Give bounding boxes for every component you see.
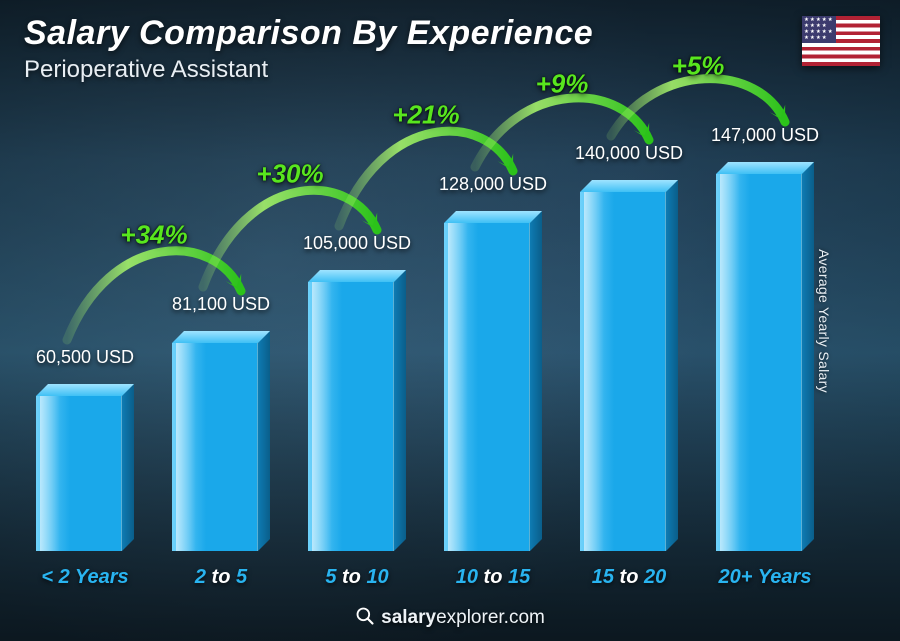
bar-value-label: 128,000 USD [439,174,547,195]
percent-increase-badge: +5% [672,51,725,82]
footer-attribution: salaryexplorer.com [0,606,900,629]
bar-chart: 60,500 USD< 2 Years81,100 USD2 to 5105,0… [30,100,850,551]
category-post: 20 [644,566,666,588]
bar-value-label: 147,000 USD [711,125,819,146]
category-pre: 2 [195,566,206,588]
category-pre: < 2 [41,566,69,588]
infographic-stage: Salary Comparison By Experience Perioper… [0,0,900,641]
bar-front [36,396,122,551]
bar-front [580,192,666,551]
chart-subtitle: Perioperative Assistant [24,56,268,84]
bar-side [394,270,406,551]
category-pre: 5 [325,566,336,588]
category-mid: to [336,566,366,588]
percent-increase-badge: +21% [392,100,459,131]
bar [36,396,134,551]
bar-side [802,162,814,551]
category-mid: to [478,566,508,588]
percent-increase-badge: +9% [536,69,589,100]
bar-top [716,162,814,174]
bar-side [258,331,270,551]
flag-canton [802,16,836,43]
category-label: 2 to 5 [195,566,247,589]
bar-value-label: 140,000 USD [575,143,683,164]
bar-top [308,270,406,282]
category-post: Years [70,566,129,588]
category-pre: 20+ [719,566,753,588]
bar-value-label: 81,100 USD [172,294,270,315]
category-label: 20+ Years [719,566,812,589]
magnifier-icon [355,606,375,626]
bar-top [444,211,542,223]
category-mid: to [614,566,644,588]
bar-side [122,384,134,551]
bar [444,223,542,551]
category-pre: 15 [592,566,614,588]
category-post: 15 [508,566,530,588]
bar-front [308,282,394,551]
bar-top [36,384,134,396]
footer-brand-rest: explorer.com [436,607,545,628]
country-flag-us [802,16,880,66]
category-post: Years [752,566,811,588]
percent-increase-badge: +34% [120,220,187,251]
footer-brand-bold: salary [381,607,436,628]
bar-value-label: 60,500 USD [36,347,134,368]
bar [172,343,270,551]
bar [308,282,406,551]
percent-increase-badge: +30% [256,159,323,190]
bar-side [666,180,678,551]
bar [716,174,814,551]
category-label: 5 to 10 [325,566,388,589]
bar-top [172,331,270,343]
bar-side [530,211,542,551]
category-label: < 2 Years [41,566,128,589]
category-label: 15 to 20 [592,566,667,589]
bar-value-label: 105,000 USD [303,233,411,254]
bar [580,192,678,551]
bar-front [716,174,802,551]
category-pre: 10 [456,566,478,588]
bar-top [580,180,678,192]
bar-front [444,223,530,551]
category-label: 10 to 15 [456,566,531,589]
bar-front [172,343,258,551]
category-mid: to [206,566,236,588]
chart-title: Salary Comparison By Experience [24,14,593,53]
category-post: 10 [366,566,388,588]
category-post: 5 [236,566,247,588]
